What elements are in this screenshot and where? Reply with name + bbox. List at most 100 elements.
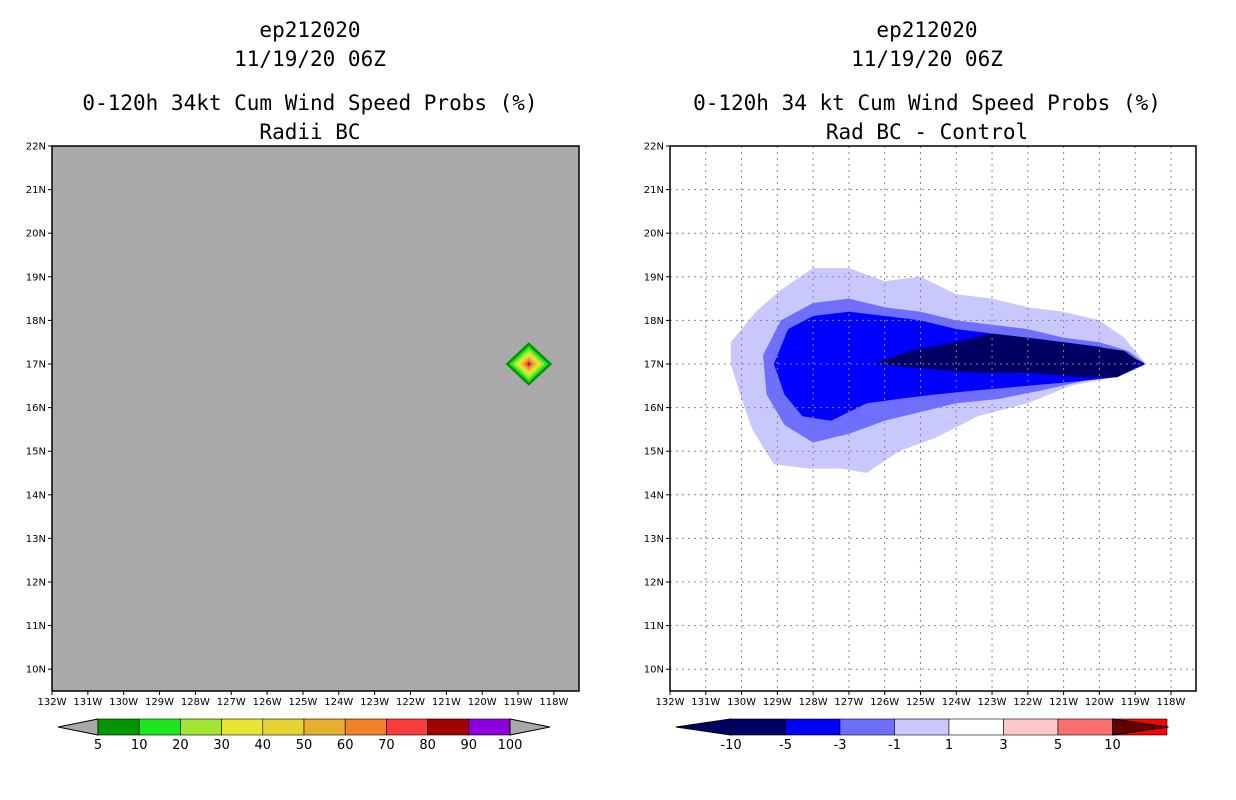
y-tick-label: 16N bbox=[26, 403, 46, 414]
x-tick-label: 128W bbox=[181, 697, 210, 708]
x-tick-label: 132W bbox=[656, 697, 685, 708]
colorbar-label: 30 bbox=[213, 738, 230, 753]
colorbar-label: 100 bbox=[498, 738, 523, 753]
y-tick-label: 15N bbox=[26, 447, 46, 458]
colorbar-label: 80 bbox=[419, 738, 436, 753]
x-tick-label: 120W bbox=[1085, 697, 1114, 708]
left-datetime: 11/19/20 06Z bbox=[234, 47, 386, 71]
colorbar-label: 40 bbox=[255, 738, 272, 753]
x-tick-label: 126W bbox=[870, 697, 899, 708]
plot-radii-bc: 132W 131W 130W 129W 128W 127W 126W 125W 124W 123W… bbox=[26, 142, 580, 753]
colorbar-label: 60 bbox=[337, 738, 354, 753]
colorbar-label: 5 bbox=[94, 738, 102, 753]
colorbar-swatch bbox=[1003, 718, 1059, 736]
x-tick-label: 119W bbox=[1121, 697, 1150, 708]
right-subtitle: Rad BC - Control bbox=[825, 120, 1029, 144]
y-tick-label: 10N bbox=[644, 665, 664, 676]
x-tick-label: 130W bbox=[109, 697, 138, 708]
y-tick-label: 17N bbox=[644, 360, 664, 371]
y-tick-label: 10N bbox=[26, 665, 46, 676]
x-tick-label: 129W bbox=[145, 697, 174, 708]
x-tick-label: 129W bbox=[763, 697, 792, 708]
colorbar-swatch bbox=[1057, 718, 1113, 736]
y-tick-label: 14N bbox=[26, 490, 46, 501]
x-tick-label: 124W bbox=[324, 697, 353, 708]
x-tick-label: 131W bbox=[691, 697, 720, 708]
colorbar-label: 90 bbox=[461, 738, 478, 753]
colorbar-swatch bbox=[262, 718, 305, 736]
x-tick-label: 122W bbox=[1013, 697, 1042, 708]
colorbar-label: 5 bbox=[1054, 738, 1062, 753]
y-tick-label: 14N bbox=[644, 490, 664, 501]
contour-region-3 bbox=[874, 333, 1143, 378]
colorbar-swatch bbox=[427, 718, 470, 736]
colorbar-label: 70 bbox=[378, 738, 395, 753]
x-tick-label: 122W bbox=[396, 697, 425, 708]
y-tick-label: 12N bbox=[644, 578, 664, 589]
contour-90 bbox=[527, 362, 531, 366]
x-tick-label: 123W bbox=[360, 697, 389, 708]
y-tick-label: 12N bbox=[26, 578, 46, 589]
colorbar-label: -3 bbox=[834, 738, 847, 753]
colorbar-swatch bbox=[468, 718, 511, 736]
y-tick-label: 13N bbox=[26, 534, 46, 545]
left-subtitle: Radii BC bbox=[259, 120, 361, 144]
y-tick-label: 22N bbox=[26, 142, 46, 153]
y-tick-label: 20N bbox=[644, 229, 664, 240]
x-tick-label: 118W bbox=[1156, 697, 1185, 708]
y-tick-label: 18N bbox=[26, 316, 46, 327]
x-tick-label: 128W bbox=[799, 697, 828, 708]
x-tick-label: 127W bbox=[834, 697, 863, 708]
x-tick-label: 118W bbox=[539, 697, 568, 708]
plot-frame bbox=[669, 145, 1197, 692]
colorbar-swatch bbox=[138, 718, 181, 736]
colorbar-label: 20 bbox=[172, 738, 189, 753]
x-tick-label: 126W bbox=[253, 697, 282, 708]
left-title: 0-120h 34kt Cum Wind Speed Probs (%) bbox=[82, 91, 538, 115]
colorbar: -10 -5 -3 -1 1 3 5 10 bbox=[675, 718, 1169, 753]
x-tick-label: 127W bbox=[217, 697, 246, 708]
colorbar-swatch bbox=[386, 718, 428, 736]
colorbar-swatch bbox=[948, 718, 1004, 736]
colorbar-swatch bbox=[180, 718, 222, 736]
left-case-id: ep212020 bbox=[259, 18, 361, 42]
x-tick-label: 132W bbox=[38, 697, 67, 708]
colorbar-swatch bbox=[221, 718, 264, 736]
colorbar-swatch bbox=[303, 718, 346, 736]
colorbar-swatch bbox=[894, 718, 950, 736]
colorbar-label: 10 bbox=[1104, 738, 1121, 753]
plot-background bbox=[52, 146, 579, 691]
y-tick-label: 19N bbox=[26, 272, 46, 283]
y-tick-label: 21N bbox=[644, 185, 664, 196]
colorbar-over-arrow bbox=[1112, 718, 1169, 736]
colorbar: 5 10 20 30 40 50 60 70 80 90 100 bbox=[57, 718, 551, 753]
colorbar-swatch bbox=[839, 718, 895, 736]
y-tick-label: 20N bbox=[26, 229, 46, 240]
x-tick-label: 130W bbox=[727, 697, 756, 708]
y-tick-label: 11N bbox=[644, 621, 664, 632]
x-tick-label: 120W bbox=[468, 697, 497, 708]
y-tick-label: 21N bbox=[26, 185, 46, 196]
colorbar-under-arrow bbox=[675, 718, 732, 736]
colorbar-swatch bbox=[97, 718, 140, 736]
colorbar-label: 10 bbox=[131, 738, 148, 753]
x-tick-label: 119W bbox=[504, 697, 533, 708]
plot-frame bbox=[51, 145, 580, 692]
x-tick-label: 124W bbox=[942, 697, 971, 708]
colorbar-label: -10 bbox=[720, 738, 741, 753]
colorbar-over-arrow bbox=[509, 718, 551, 736]
colorbar-swatch bbox=[785, 718, 841, 736]
right-case-id: ep212020 bbox=[876, 18, 978, 42]
y-tick-label: 22N bbox=[644, 142, 664, 153]
right-datetime: 11/19/20 06Z bbox=[851, 47, 1003, 71]
y-tick-label: 18N bbox=[644, 316, 664, 327]
right-title: 0-120h 34 kt Cum Wind Speed Probs (%) bbox=[693, 91, 1161, 115]
plot-rad-bc-minus-control: 132W 131W 130W 129W 128W 127W 126W 125W 124W 123W… bbox=[644, 142, 1197, 753]
x-tick-label: 121W bbox=[1049, 697, 1078, 708]
y-tick-label: 13N bbox=[644, 534, 664, 545]
x-tick-label: 123W bbox=[978, 697, 1007, 708]
y-tick-label: 16N bbox=[644, 403, 664, 414]
y-tick-label: 15N bbox=[644, 447, 664, 458]
colorbar-label: -5 bbox=[779, 738, 792, 753]
